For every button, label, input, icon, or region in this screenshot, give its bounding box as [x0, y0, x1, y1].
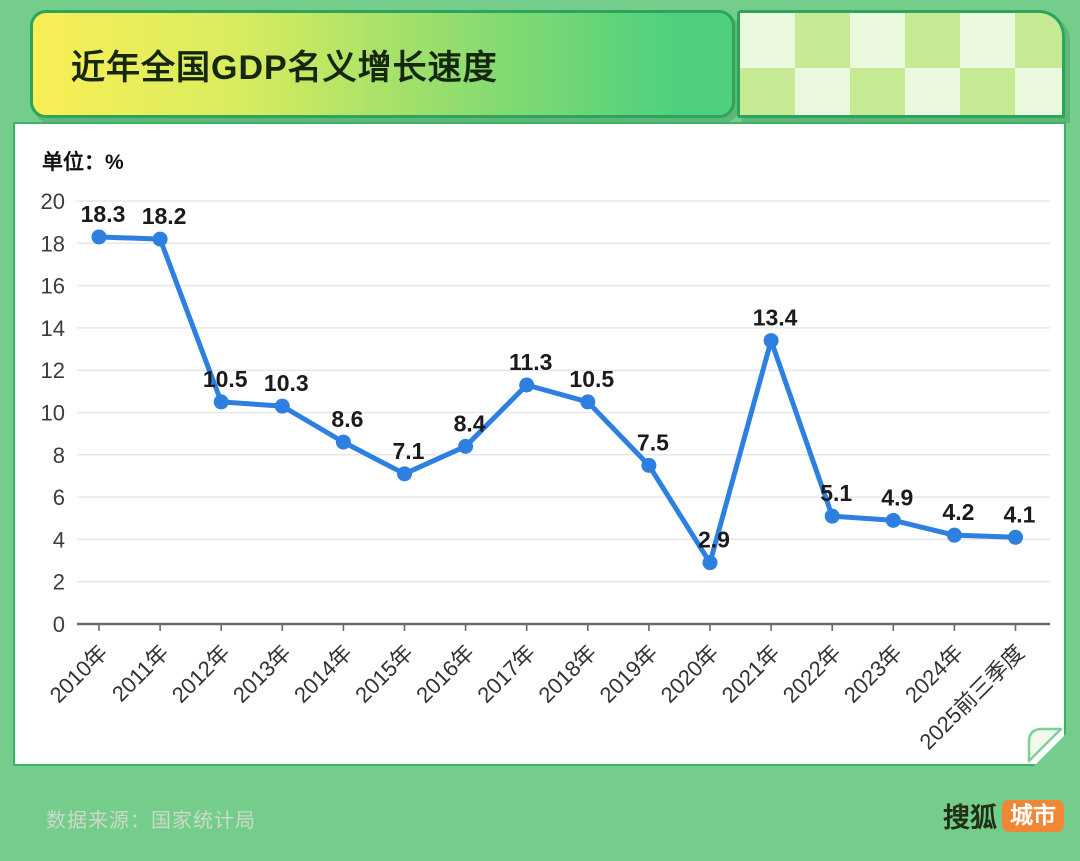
line-chart: 024681012141618202010年2011年2012年2013年201… [15, 124, 1068, 768]
svg-text:2015年: 2015年 [350, 640, 418, 708]
brand-logo: 搜狐 城市 [943, 796, 1064, 835]
checkerboard-decoration [737, 10, 1065, 118]
svg-text:2.9: 2.9 [698, 527, 730, 553]
svg-text:2018年: 2018年 [533, 640, 601, 708]
svg-text:10.5: 10.5 [203, 366, 248, 392]
svg-text:10.5: 10.5 [569, 366, 614, 392]
svg-text:18.3: 18.3 [81, 201, 126, 227]
svg-text:2022年: 2022年 [778, 640, 846, 708]
page-curl-icon [1024, 724, 1066, 766]
chart-title-card: 近年全国GDP名义增长速度 [30, 10, 735, 118]
chart-card: 单位：% 0 2 4 6 8 10 12 14 16 18 20 2010年 2011年 2012年 201… [13, 122, 1066, 766]
svg-text:2013年: 2013年 [228, 640, 296, 708]
svg-text:2019年: 2019年 [595, 640, 663, 708]
svg-text:2012年: 2012年 [167, 640, 235, 708]
svg-text:10.3: 10.3 [264, 370, 309, 396]
svg-text:7.1: 7.1 [393, 438, 425, 464]
svg-text:4: 4 [53, 527, 65, 552]
brand-name: 搜狐 [943, 803, 997, 833]
svg-text:4.2: 4.2 [942, 499, 974, 525]
svg-text:18: 18 [41, 231, 65, 256]
svg-text:8.4: 8.4 [454, 410, 486, 436]
svg-text:18.2: 18.2 [142, 203, 187, 229]
svg-text:5.1: 5.1 [820, 480, 852, 506]
svg-text:0: 0 [53, 612, 65, 637]
page-title: 近年全国GDP名义增长速度 [71, 48, 498, 87]
svg-text:8.6: 8.6 [331, 406, 363, 432]
svg-text:13.4: 13.4 [753, 305, 798, 331]
svg-text:20: 20 [41, 189, 65, 214]
svg-text:4.1: 4.1 [1004, 501, 1036, 527]
svg-text:2010年: 2010年 [45, 640, 113, 708]
svg-text:2021年: 2021年 [717, 640, 785, 708]
svg-text:2023年: 2023年 [839, 640, 907, 708]
svg-text:7.5: 7.5 [637, 429, 669, 455]
brand-badge: 城市 [1002, 799, 1064, 832]
svg-text:2016年: 2016年 [411, 640, 479, 708]
svg-text:11.3: 11.3 [509, 349, 553, 375]
svg-text:2014年: 2014年 [289, 640, 357, 708]
svg-text:2017年: 2017年 [472, 640, 540, 708]
svg-text:14: 14 [41, 316, 65, 341]
svg-text:12: 12 [41, 358, 65, 383]
svg-text:2011年: 2011年 [107, 640, 174, 707]
svg-text:10: 10 [41, 401, 65, 426]
svg-text:16: 16 [41, 274, 65, 299]
data-source-note: 数据来源：国家统计局 [46, 810, 256, 832]
svg-text:8: 8 [53, 443, 65, 468]
unit-label: 单位：% [42, 151, 124, 174]
svg-text:2: 2 [53, 570, 65, 595]
svg-text:6: 6 [53, 485, 65, 510]
svg-text:2020年: 2020年 [656, 640, 724, 708]
svg-text:4.9: 4.9 [881, 484, 913, 510]
